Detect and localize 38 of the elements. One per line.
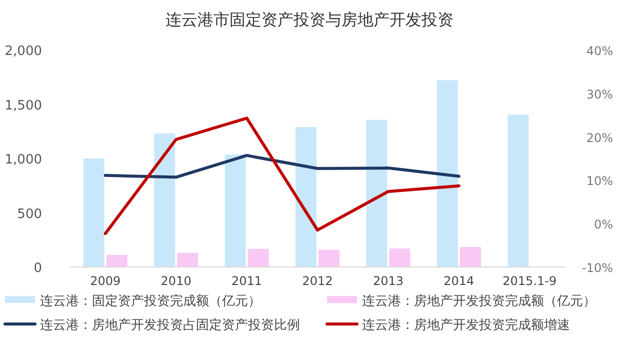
x-tick-label: 2009 — [90, 274, 121, 288]
bar — [318, 250, 340, 267]
y-tick-label: 1,000 — [4, 152, 42, 168]
bar — [154, 134, 176, 267]
y2-tick-label: -10% — [582, 261, 613, 275]
x-tick-label: 2014 — [444, 274, 474, 288]
y-tick-label: 500 — [17, 206, 42, 222]
bar — [366, 120, 388, 267]
y2-tick-label: 20% — [586, 130, 613, 145]
y-tick-label: 1,500 — [4, 98, 42, 114]
y2-tick-label: 0% — [594, 218, 613, 232]
bar — [508, 114, 529, 267]
legend-label: 连云港：固定资产投资完成额（亿元） — [40, 293, 261, 309]
y2-tick-label: 40% — [586, 44, 613, 58]
x-tick-label: 2010 — [160, 274, 192, 288]
bar — [460, 246, 481, 267]
x-tick-label: 2015.1-9 — [502, 274, 557, 288]
y-tick-label: 2,000 — [4, 44, 42, 59]
legend-label: 连云港：房地产开发投资占固定资产投资比例 — [40, 317, 300, 333]
x-tick-label: 2011 — [232, 274, 262, 288]
x-tick-label: 2012 — [302, 274, 333, 288]
x-tick-label: 2013 — [372, 274, 404, 288]
bar — [106, 254, 128, 267]
bar — [224, 154, 246, 267]
line-series — [104, 116, 460, 236]
legend-label: 连云港：房地产开发投资完成额增速 — [362, 317, 570, 333]
bar — [177, 252, 198, 267]
bar — [83, 158, 104, 267]
y2-tick-label: 30% — [586, 87, 613, 102]
chart-title: 连云港市固定资产投资与房地产开发投资 — [166, 10, 454, 29]
bar — [389, 248, 410, 267]
bar — [436, 80, 458, 267]
y2-tick-label: 10% — [586, 174, 613, 188]
line-series — [104, 154, 460, 179]
y-tick-label: 0 — [34, 261, 42, 276]
bar — [296, 127, 316, 267]
bar — [248, 248, 269, 267]
legend-label: 连云港：房地产开发投资完成额（亿元） — [362, 293, 596, 309]
